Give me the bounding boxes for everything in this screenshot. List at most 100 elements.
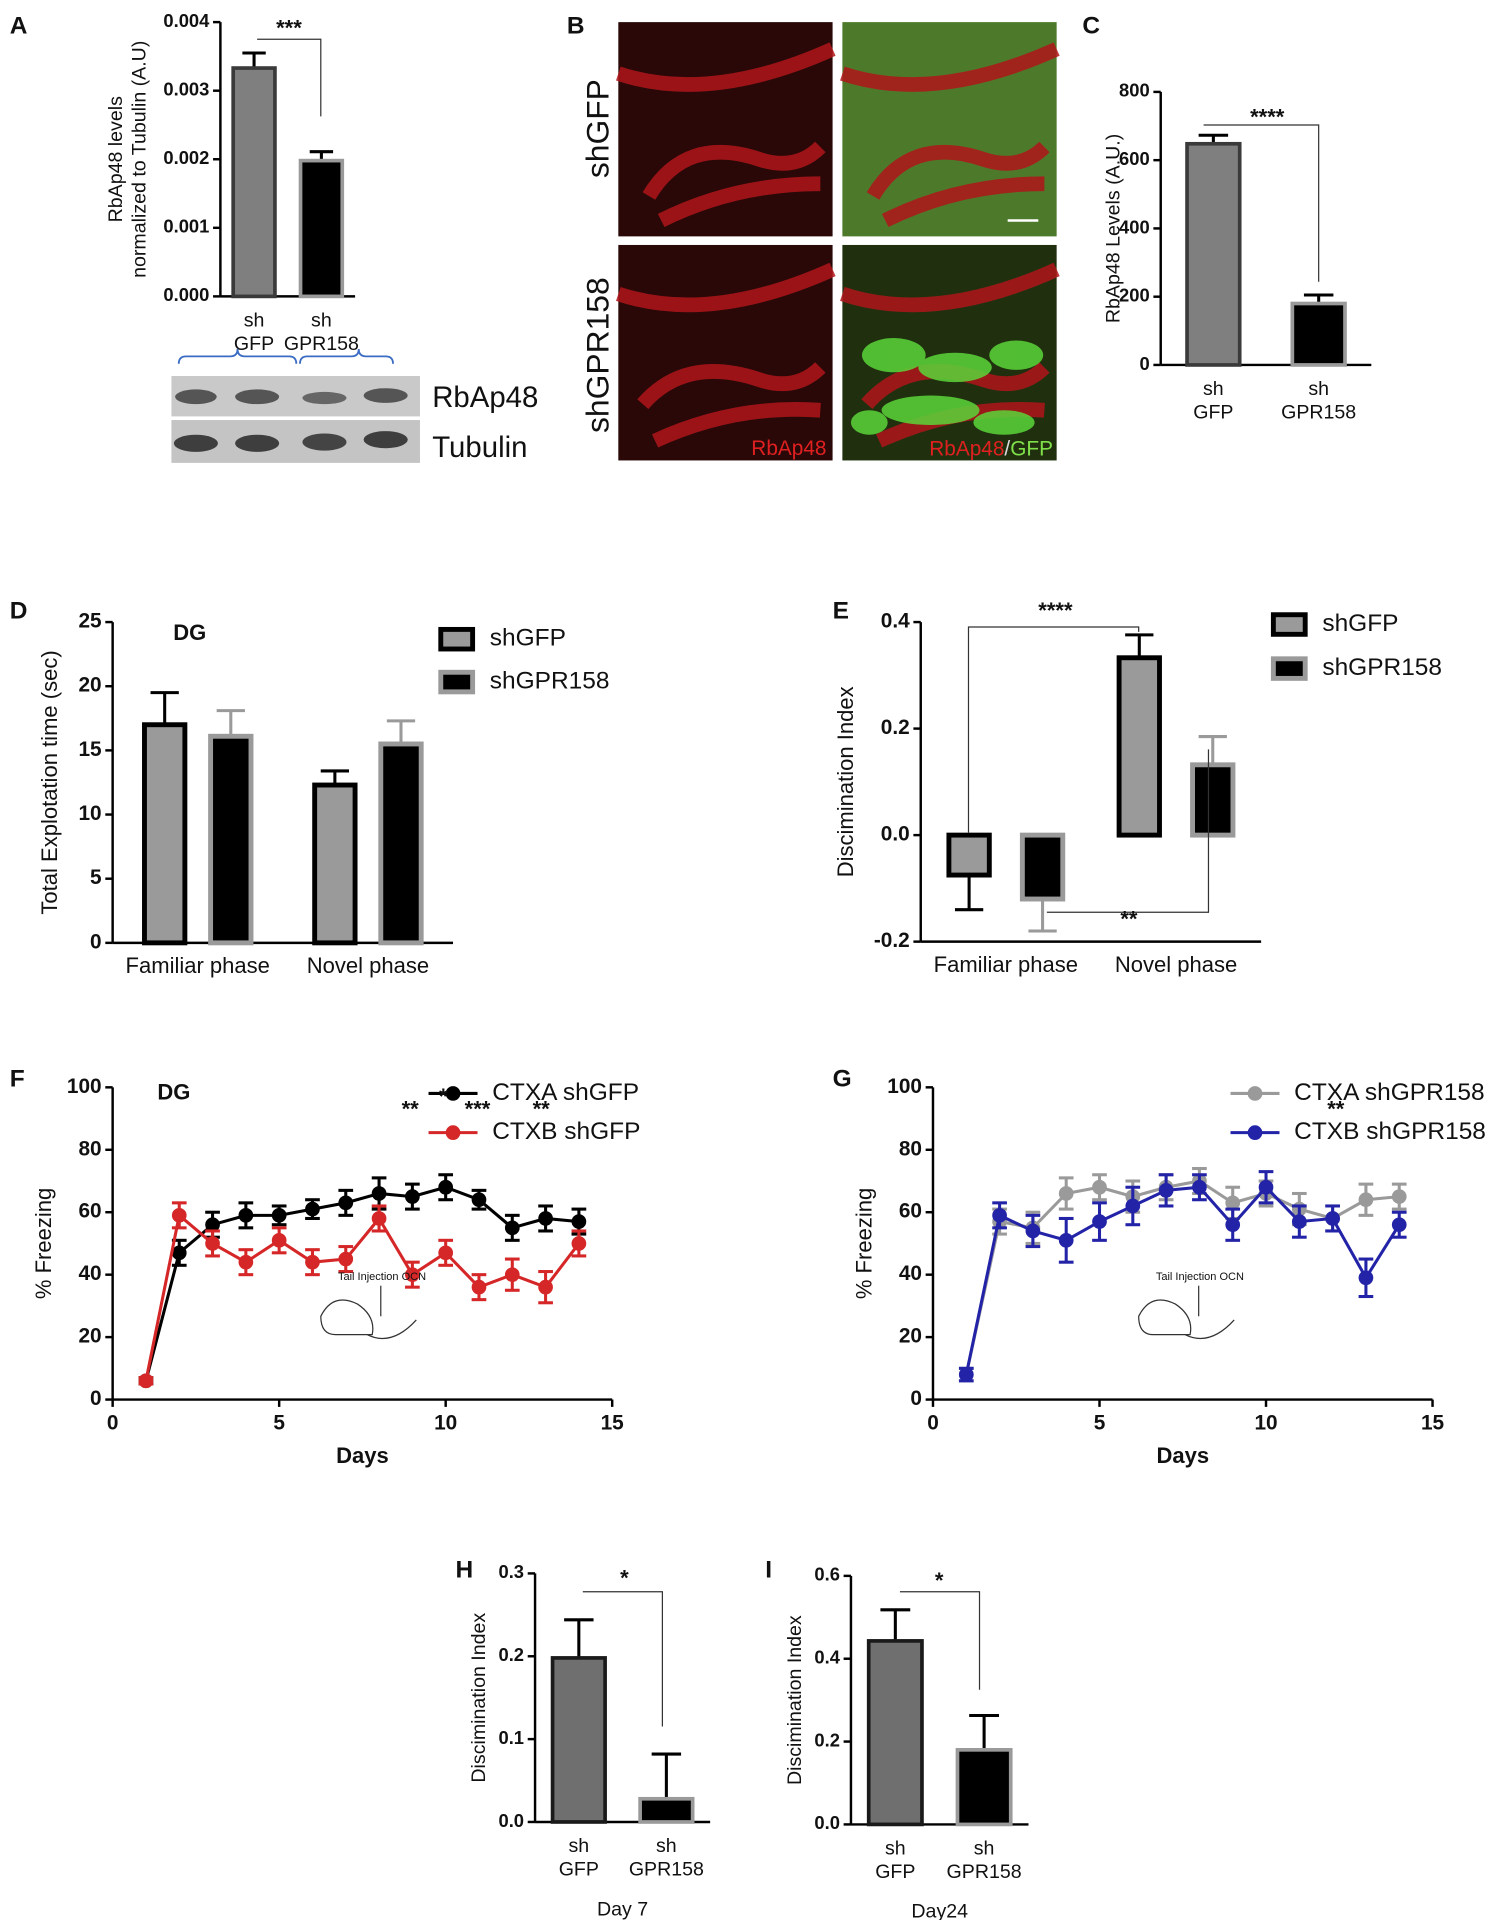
x-tick-label: Novel phase: [1115, 952, 1237, 977]
x-tick-label: 10: [434, 1412, 457, 1435]
text-line: GFP: [875, 1861, 915, 1883]
annotation: Tail Injection OCN: [338, 1271, 426, 1283]
text-line: sh: [244, 310, 265, 332]
y-tick-label: 60: [78, 1200, 101, 1223]
legend-marker: [445, 1086, 461, 1101]
lane-bracket: [177, 348, 394, 364]
panel-label: I: [765, 1556, 772, 1583]
annotation: *: [439, 1084, 448, 1109]
text-line: RbAp48 levels: [105, 96, 127, 222]
text-line: sh: [1308, 378, 1329, 400]
marker: [438, 1245, 454, 1261]
y-tick-label: 400: [1119, 216, 1150, 237]
y-axis-label: Discimination Index: [784, 1615, 806, 1785]
merge-label: RbAp48/GFP: [929, 437, 1053, 460]
panel-label: F: [10, 1065, 25, 1092]
y-tick-label: -0.2: [874, 929, 910, 952]
micrograph: [618, 22, 833, 237]
annotation: Tail Injection OCN: [1156, 1271, 1244, 1283]
mouse-sketch: [320, 1285, 1235, 1339]
marker: [1192, 1179, 1207, 1195]
x-tick-label: sh GPR158: [1281, 378, 1356, 424]
y-tick-label: 25: [78, 610, 101, 633]
channel-label: RbAp48: [751, 437, 826, 460]
x-axis-label: Day24: [911, 1901, 968, 1920]
y-tick-label: 0.4: [881, 610, 910, 633]
marker: [171, 1208, 187, 1223]
y-tick-label: 15: [78, 738, 101, 761]
y-tick-label: 10: [78, 802, 101, 825]
bar: [208, 733, 254, 946]
significance-bracket: [1203, 124, 1320, 282]
marker: [338, 1195, 354, 1211]
row-label: shGPR158: [579, 277, 615, 433]
bar: [298, 158, 345, 299]
marker: [271, 1208, 287, 1223]
x-tick-label: Familiar phase: [126, 953, 270, 978]
panel-label: C: [1082, 12, 1100, 39]
bar: [231, 66, 277, 299]
y-tick-label: 0.2: [499, 1644, 525, 1665]
marker: [1025, 1223, 1041, 1239]
blot-label: Tubulin: [432, 431, 527, 464]
text-line: GPR158: [284, 333, 359, 355]
marker: [1225, 1195, 1241, 1211]
y-tick-label: 0.4: [814, 1647, 840, 1668]
x-tick-label: Novel phase: [307, 953, 429, 978]
text-line: sh: [885, 1838, 906, 1860]
marker: [1358, 1270, 1374, 1286]
significance-bracket: [582, 1591, 664, 1727]
y-tick-label: 0.002: [163, 147, 209, 168]
y-tick-label: 0: [90, 930, 102, 953]
bar: [638, 1796, 695, 1824]
legend-swatch: [1270, 612, 1308, 637]
bar: [1290, 301, 1347, 367]
x-axis-label: Days: [1156, 1443, 1209, 1468]
blot-band: [363, 388, 408, 403]
y-axis-label: Discimination Index: [468, 1613, 490, 1783]
x-tick-label: 15: [601, 1412, 624, 1435]
bar: [866, 1639, 924, 1827]
marker: [238, 1208, 254, 1223]
marker: [305, 1201, 320, 1217]
marker: [1058, 1186, 1074, 1201]
annotation: DG: [173, 620, 206, 645]
marker: [1225, 1217, 1241, 1233]
x-tick-label: 5: [273, 1412, 285, 1435]
marker: [471, 1192, 487, 1208]
y-tick-label: 0.004: [163, 10, 210, 31]
y-tick-label: 100: [887, 1075, 922, 1098]
panel-label: H: [455, 1556, 473, 1583]
merge-label-part: /: [1004, 437, 1010, 460]
x-tick-label: sh GPR158: [947, 1838, 1022, 1884]
micrograph: [842, 22, 1057, 237]
y-tick-label: 80: [78, 1137, 101, 1160]
blot-band: [173, 434, 218, 452]
y-tick-label: 20: [78, 1325, 101, 1348]
y-axis-label: Total Explotation time (sec): [37, 650, 62, 914]
marker: [371, 1186, 387, 1201]
x-tick-label: 15: [1421, 1412, 1444, 1435]
x-tick-label: 0: [107, 1412, 119, 1435]
marker: [471, 1279, 487, 1295]
x-tick-label: sh GFP: [1193, 378, 1233, 424]
legend-marker: [445, 1125, 461, 1140]
bar: [1019, 832, 1066, 902]
text-line: sh: [1203, 378, 1224, 400]
significance-bracket: [967, 626, 1140, 833]
y-tick-label: 200: [1119, 285, 1150, 306]
bar: [1116, 655, 1162, 838]
annotation: *: [935, 1568, 944, 1593]
panel-label: E: [833, 598, 849, 625]
x-tick-label: sh GFP: [234, 310, 274, 356]
marker: [305, 1254, 320, 1270]
marker: [504, 1267, 520, 1283]
y-tick-label: 0.3: [499, 1561, 525, 1582]
western-blot: RbAp48 Tubulin: [171, 348, 538, 464]
text-line: sh: [974, 1838, 995, 1860]
x-tick-label: sh GFP: [875, 1838, 915, 1884]
annotation: **: [533, 1096, 551, 1121]
merge-label-part: GFP: [1010, 437, 1053, 460]
text-line: GPR158: [629, 1859, 704, 1881]
legend-swatch: [438, 669, 476, 695]
